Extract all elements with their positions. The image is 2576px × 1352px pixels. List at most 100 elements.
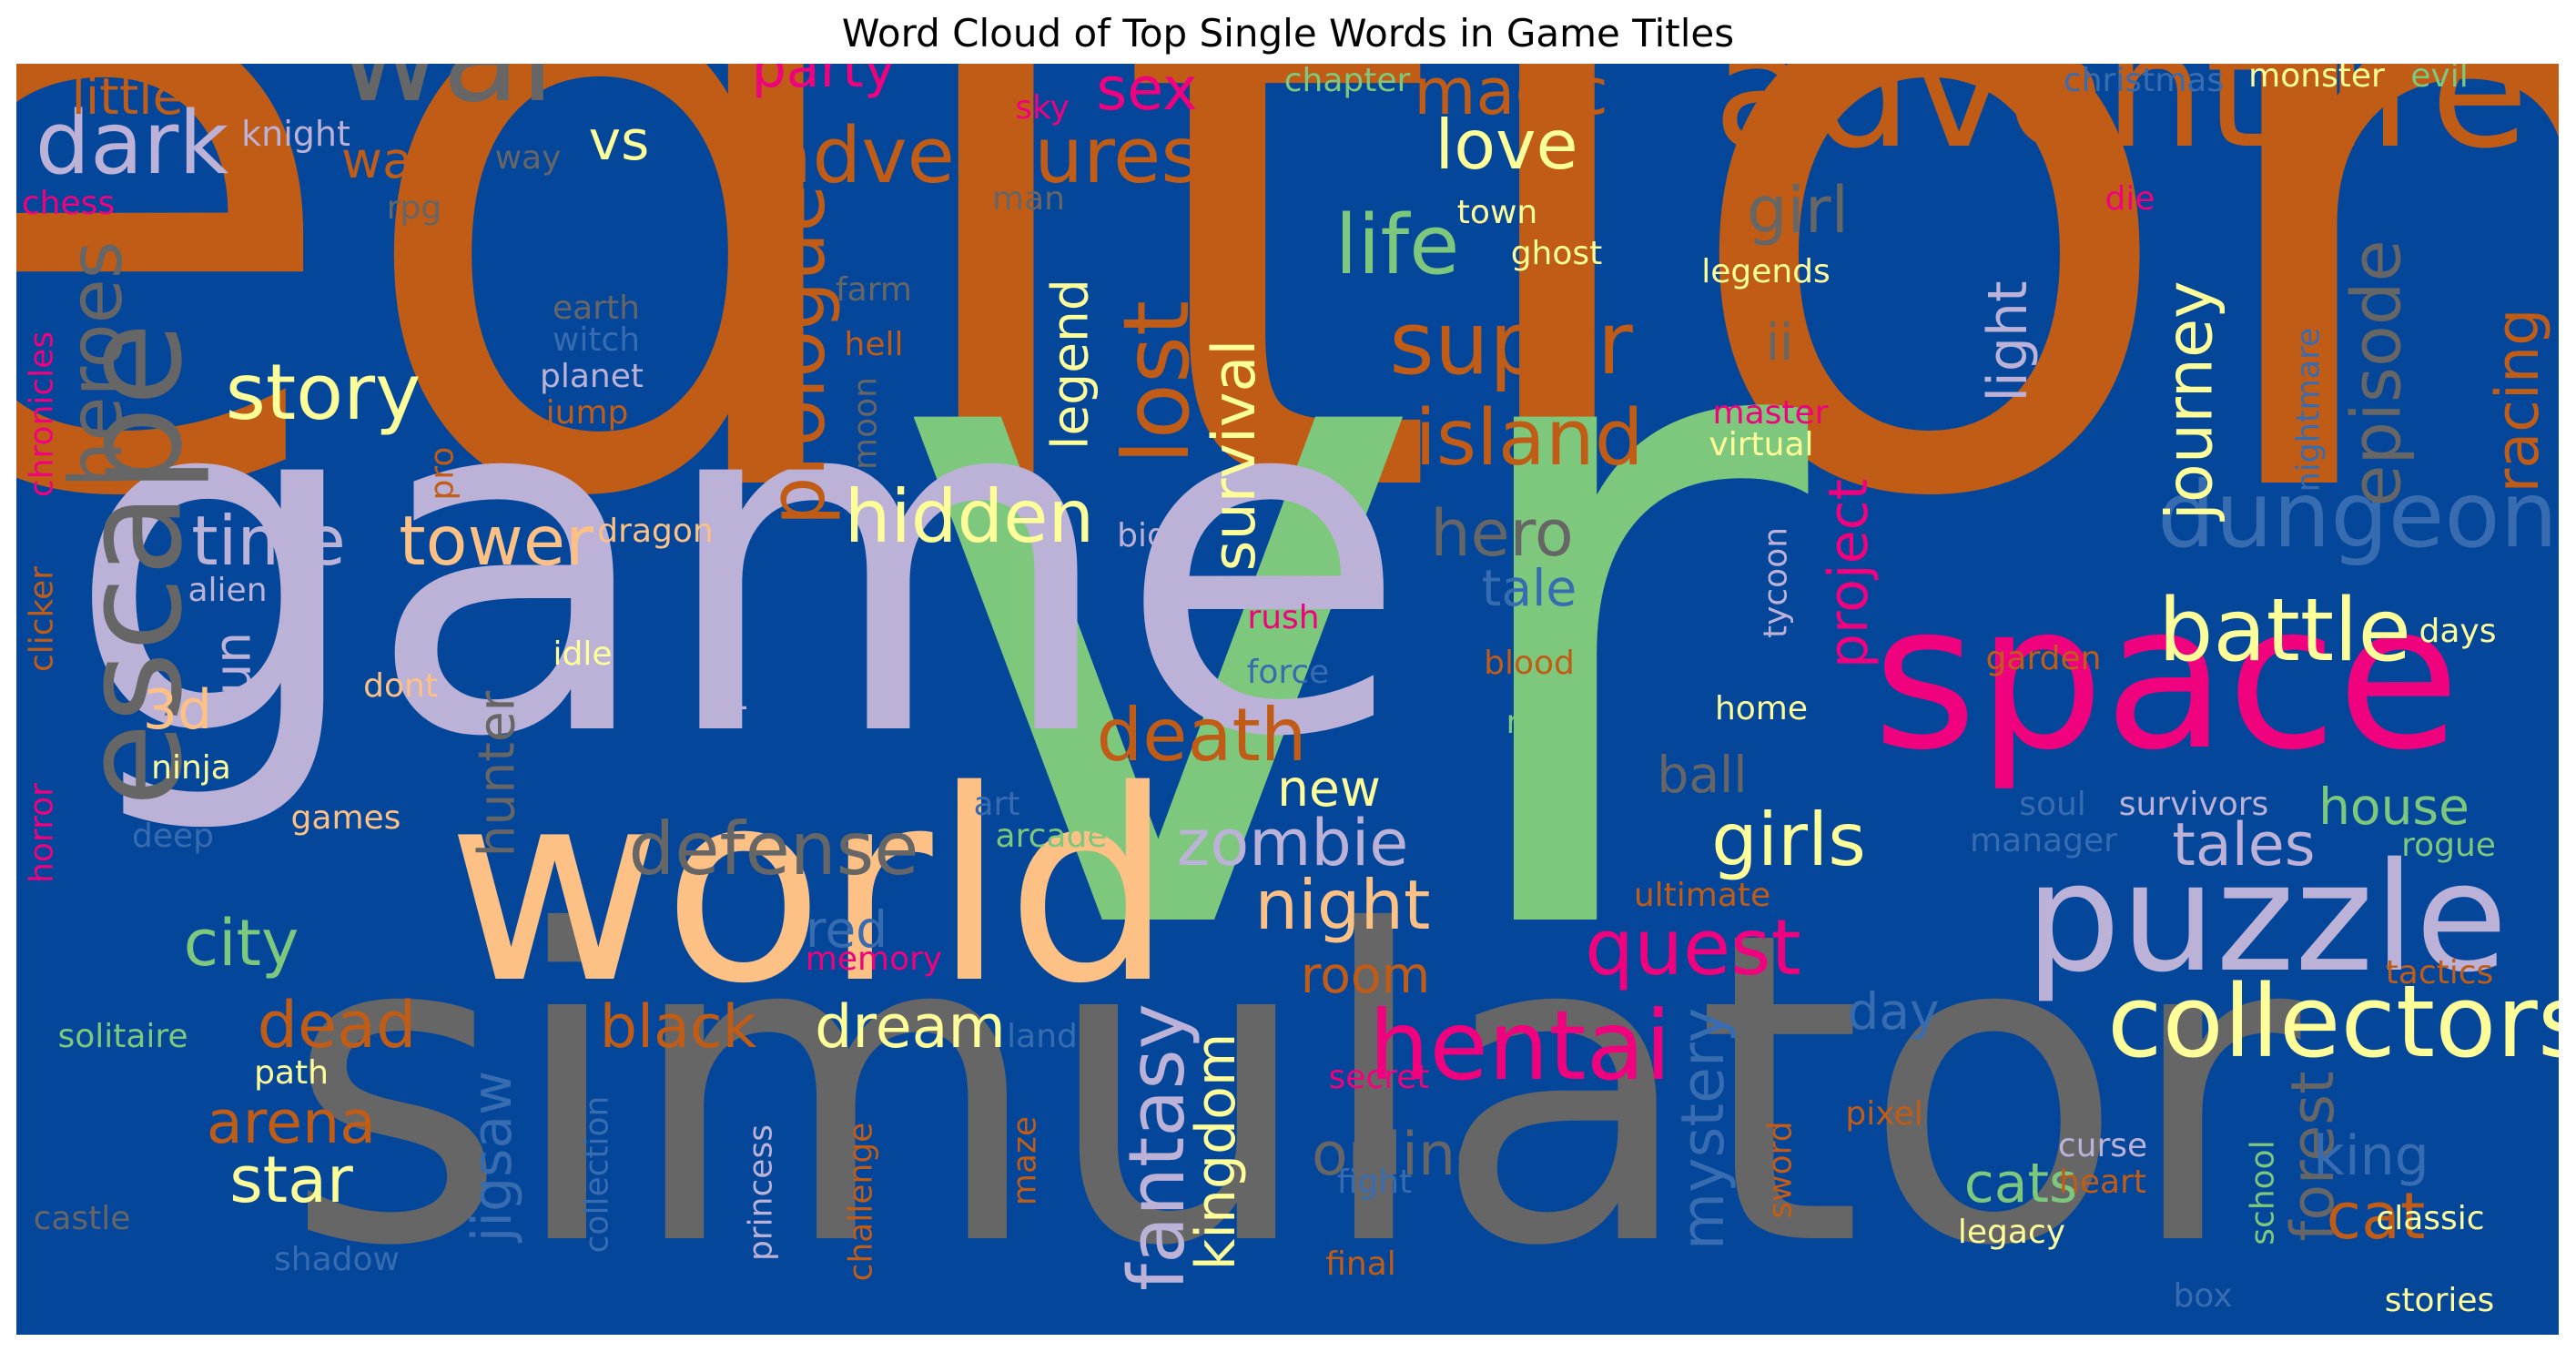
word-journey: journey xyxy=(2153,280,2227,522)
word-monster: monster xyxy=(2248,64,2385,95)
word-witch: witch xyxy=(553,321,640,359)
word-clicker: clicker xyxy=(24,566,61,672)
word-shadow: shadow xyxy=(274,1241,400,1278)
word-nightmare: nightmare xyxy=(2290,328,2327,493)
word-classic: classic xyxy=(2376,1200,2484,1237)
word-knight: knight xyxy=(241,114,350,154)
word-tactics: tactics xyxy=(2386,954,2494,991)
word-sword: sword xyxy=(1762,1121,1800,1218)
word-pro: pro xyxy=(424,447,461,501)
word-fantasy: fantasy xyxy=(1112,1003,1202,1291)
word-deep: deep xyxy=(132,818,214,855)
word-heart: heart xyxy=(2059,1164,2146,1201)
word-prologue: prologue xyxy=(753,185,843,526)
word-home: home xyxy=(1715,690,1808,727)
word-evil: evil xyxy=(2410,64,2468,95)
word-star: star xyxy=(229,1143,353,1217)
word-secret: secret xyxy=(1329,1059,1430,1096)
word-hero: hero xyxy=(1430,496,1574,571)
word-rush: rush xyxy=(1247,599,1319,636)
word-fight: fight xyxy=(1337,1164,1412,1201)
word-red: red xyxy=(806,900,887,959)
word-magic: magic xyxy=(1414,64,1607,129)
word-life: life xyxy=(1334,198,1459,293)
word-tales: tales xyxy=(2172,811,2315,879)
word-farm: farm xyxy=(836,271,912,309)
word-space: space xyxy=(1872,561,2459,794)
word-vs: vs xyxy=(589,109,650,173)
word-dead: dead xyxy=(258,988,417,1062)
word-heroes: heroes xyxy=(54,241,138,488)
word-alien: alien xyxy=(188,572,267,609)
word-survival: survival xyxy=(1201,340,1269,572)
word-defense: defense xyxy=(629,807,919,891)
word-dont: dont xyxy=(363,667,438,705)
word-cat: cat xyxy=(2327,1179,2426,1254)
word-puzzles: puzzles xyxy=(711,590,748,712)
word-idle: idle xyxy=(553,635,612,673)
word-zombie: zombie xyxy=(1177,806,1409,880)
word-games: games xyxy=(291,799,401,837)
word-war: war xyxy=(338,64,573,131)
word-man: man xyxy=(992,180,1065,218)
word-forest: forest xyxy=(2279,1071,2348,1241)
word-hentai: hentai xyxy=(1369,991,1671,1102)
word-challenge: challenge xyxy=(843,1123,880,1282)
word-puzzle: puzzle xyxy=(2025,830,2508,1005)
word-online: online xyxy=(1312,1121,1492,1189)
word-land: land xyxy=(1007,1018,1078,1055)
word-dungeon: dungeon xyxy=(2157,462,2558,568)
word-maze: maze xyxy=(1007,1116,1044,1205)
word-little: little xyxy=(72,67,184,126)
word-edition: edition xyxy=(16,64,2559,680)
word-town: town xyxy=(1457,194,1537,231)
word-king: king xyxy=(2313,1124,2429,1188)
word-adventures: adventures xyxy=(765,111,1201,201)
word-garden: garden xyxy=(1986,640,2102,677)
word-episode: episode xyxy=(2336,239,2416,506)
word-sky: sky xyxy=(1015,89,1070,127)
word-soul: soul xyxy=(2019,786,2086,823)
word-chronicles: chronicles xyxy=(24,331,61,497)
word-cloud-background xyxy=(16,64,2559,1335)
word-day: day xyxy=(1847,982,1939,1041)
word-blood: blood xyxy=(1484,645,1575,682)
word-master: master xyxy=(1713,394,1829,432)
word-vr: vr xyxy=(887,66,1819,1137)
word-hell: hell xyxy=(845,326,904,363)
word-kingdom: kingdom xyxy=(1184,1033,1248,1271)
word-house: house xyxy=(2318,778,2470,836)
word-legends: legends xyxy=(1701,253,1831,290)
word-girl: girl xyxy=(1747,173,1849,248)
word-adventure: adventure xyxy=(1713,64,2529,184)
word-dark: dark xyxy=(35,94,229,194)
word-time: time xyxy=(191,501,345,581)
word-way: way xyxy=(495,139,562,177)
word-super: super xyxy=(1389,294,1633,394)
word-final: final xyxy=(1325,1245,1396,1283)
word-escape: escape xyxy=(55,322,213,807)
word-force: force xyxy=(1247,654,1330,691)
word-wars: wars xyxy=(341,131,460,189)
word-battle: battle xyxy=(2158,581,2411,681)
word-rpg: rpg xyxy=(387,189,442,227)
word-ultimate: ultimate xyxy=(1634,877,1770,914)
word-horror: horror xyxy=(24,783,61,883)
word-curse: curse xyxy=(2058,1127,2147,1164)
word-cats: cats xyxy=(1964,1152,2078,1215)
word-school: school xyxy=(2245,1140,2282,1245)
word-days: days xyxy=(2419,613,2497,650)
word-art: art xyxy=(974,786,1020,823)
word-city: city xyxy=(184,906,299,981)
word-world: world xyxy=(447,735,1174,1042)
chart-title: Word Cloud of Top Single Words in Game T… xyxy=(841,11,1735,56)
word-dragon: dragon xyxy=(597,513,713,550)
word-manager: manager xyxy=(1970,822,2117,859)
word-party: party xyxy=(752,64,897,100)
word-chess: chess xyxy=(22,185,115,222)
word-simulator: simulator xyxy=(285,841,2306,1335)
word-tycoon: tycoon xyxy=(1758,527,1795,638)
word-light: light xyxy=(1976,281,2040,402)
